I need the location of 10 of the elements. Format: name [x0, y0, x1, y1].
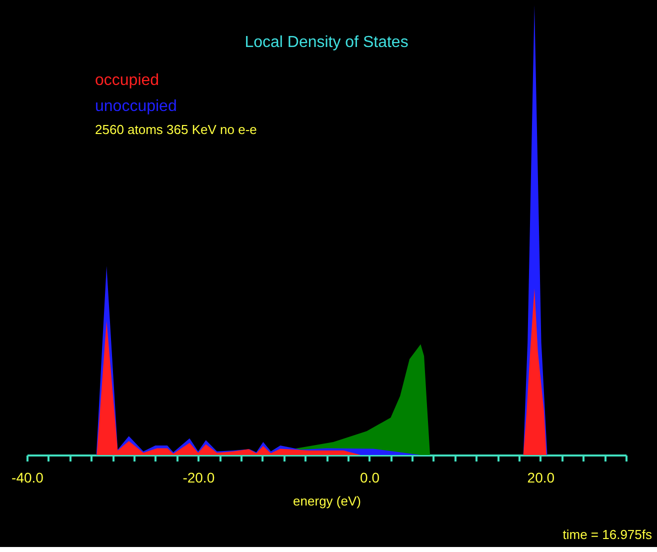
x-tick-label: 0.0: [360, 470, 380, 486]
text: time = 16.975fs: [562, 527, 652, 542]
text: Local Density of States: [244, 34, 408, 51]
x-tick-label: 20.0: [527, 470, 555, 486]
annotation: 2560 atoms 365 KeV no e-e: [95, 122, 257, 137]
text: unoccupied: [95, 98, 177, 115]
x-axis-title: energy (eV): [293, 494, 361, 508]
x-tick-label: -20.0: [182, 470, 215, 486]
x-tick-label: -40.0: [12, 470, 44, 486]
text: occupied: [95, 72, 160, 89]
